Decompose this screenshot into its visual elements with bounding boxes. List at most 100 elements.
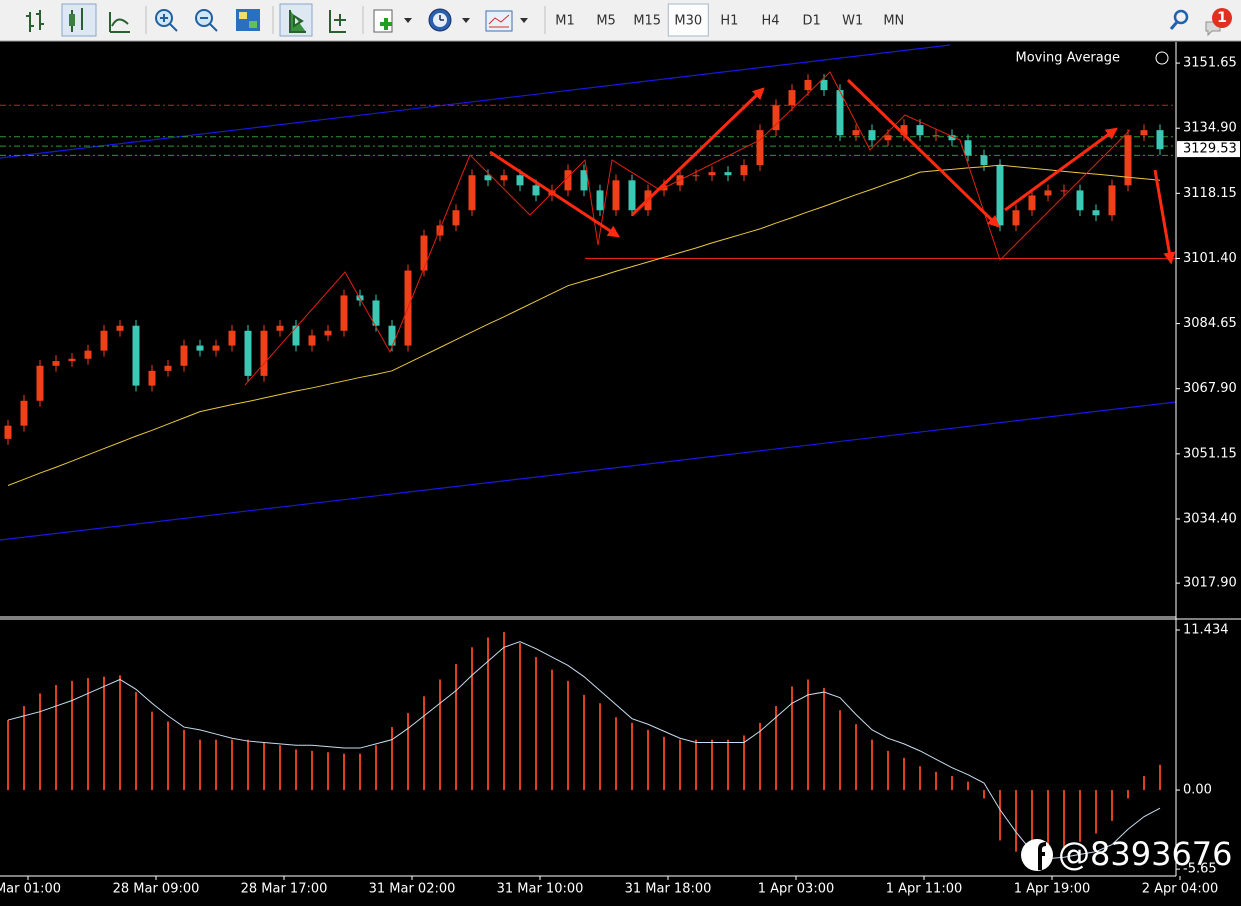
zigzag-line bbox=[244, 71, 1131, 386]
chart-shift-button[interactable] bbox=[329, 10, 346, 33]
templates-button[interactable] bbox=[485, 10, 528, 32]
x-tick-label: 31 Mar 02:00 bbox=[369, 882, 456, 897]
candle-body bbox=[20, 400, 28, 426]
trend-arrow bbox=[489, 150, 621, 238]
indicators-button[interactable] bbox=[373, 9, 412, 33]
candle-chart-button[interactable] bbox=[61, 3, 97, 37]
timeframe-button[interactable]: H4 bbox=[761, 14, 779, 29]
candle-body bbox=[324, 330, 332, 336]
line-chart-button[interactable] bbox=[109, 12, 130, 33]
candle-body bbox=[196, 345, 204, 351]
histogram-bar bbox=[103, 676, 105, 791]
bar-chart-button[interactable] bbox=[26, 10, 44, 32]
candle-body bbox=[340, 295, 348, 331]
zoom-out-button[interactable] bbox=[195, 9, 218, 32]
chart-type-icons[interactable] bbox=[26, 3, 130, 37]
x-tick-label: 1 Apr 19:00 bbox=[1014, 882, 1091, 897]
histogram-bar bbox=[375, 745, 377, 791]
candle-body bbox=[596, 190, 604, 211]
candle-body bbox=[500, 175, 508, 181]
histogram-bar bbox=[871, 739, 873, 791]
toolbar: M1 M5 M15 M30 H1 H4 D1 W1 MN 1 bbox=[0, 0, 1241, 42]
indicator-settings-icon[interactable] bbox=[1155, 51, 1169, 65]
candle-body bbox=[900, 125, 908, 136]
periods-button[interactable] bbox=[428, 8, 470, 32]
candle-body bbox=[116, 325, 124, 331]
search-button[interactable] bbox=[1169, 9, 1189, 30]
candle-body bbox=[996, 165, 1004, 226]
histogram-bar bbox=[279, 745, 281, 791]
candle-body bbox=[756, 130, 764, 166]
histogram-bar bbox=[87, 678, 89, 791]
tile-windows-button[interactable] bbox=[236, 9, 260, 31]
tile-icon-part bbox=[249, 21, 257, 28]
candle-body bbox=[292, 325, 300, 346]
channel-line-upper bbox=[0, 44, 951, 159]
histogram-bar bbox=[919, 766, 921, 791]
candle-body bbox=[564, 170, 572, 191]
histogram-bar bbox=[791, 686, 793, 791]
x-tick-label: 1 Apr 11:00 bbox=[886, 882, 963, 897]
candle-body bbox=[1044, 190, 1052, 196]
candle-body bbox=[4, 425, 12, 439]
search-icon bbox=[1173, 9, 1189, 25]
y-tick-label: 11.434 bbox=[1183, 623, 1229, 638]
timeframe-button[interactable]: M1 bbox=[555, 14, 575, 29]
histogram-bar bbox=[1063, 790, 1065, 849]
tile-icon-part bbox=[239, 12, 247, 19]
timeframe-button[interactable]: H1 bbox=[720, 14, 738, 29]
x-tick-label: 28 Mar 09:00 bbox=[113, 882, 200, 897]
timeframe-button[interactable]: M30 bbox=[674, 14, 702, 29]
histogram-bar bbox=[743, 735, 745, 791]
watermark-icon bbox=[1021, 839, 1053, 871]
x-tick-label: 1 Apr 03:00 bbox=[758, 882, 835, 897]
y-tick-label: 3067.90 bbox=[1183, 381, 1237, 396]
dropdown-arrow bbox=[520, 18, 528, 23]
histogram-bar bbox=[119, 675, 121, 791]
histogram-bar bbox=[231, 739, 233, 791]
histogram-bar bbox=[55, 685, 57, 791]
histogram-bar bbox=[583, 694, 585, 791]
indicator-label: Moving Average bbox=[1016, 51, 1120, 66]
histogram-bar bbox=[167, 721, 169, 791]
candle-body bbox=[180, 345, 188, 366]
timeframe-button[interactable]: M5 bbox=[596, 14, 616, 29]
x-tick-label: Mar 01:00 bbox=[0, 882, 61, 897]
histogram-bar bbox=[839, 710, 841, 791]
candle-body bbox=[1060, 190, 1068, 192]
histogram-bar bbox=[1015, 790, 1017, 852]
candle-body bbox=[532, 185, 540, 196]
zoom-in-button[interactable] bbox=[155, 9, 178, 32]
candle-body bbox=[628, 180, 636, 211]
histogram-bar bbox=[215, 739, 217, 791]
zoom-in-glyph bbox=[160, 14, 178, 32]
trend-arrow bbox=[1004, 127, 1118, 212]
histogram-bar bbox=[1127, 790, 1129, 799]
histogram-bar bbox=[999, 790, 1001, 841]
candle-body bbox=[692, 175, 700, 177]
histogram-bar bbox=[503, 631, 505, 791]
timeframe-button[interactable]: M15 bbox=[633, 14, 661, 29]
timeframe-button[interactable]: D1 bbox=[802, 14, 820, 29]
histogram-bar bbox=[759, 722, 761, 791]
candle-body bbox=[788, 90, 796, 106]
histogram-bar bbox=[151, 711, 153, 791]
histogram-bar bbox=[263, 742, 265, 791]
candle-body bbox=[1076, 190, 1084, 211]
candle-body bbox=[948, 135, 956, 141]
histogram-bar bbox=[391, 727, 393, 791]
notification-count: 1 bbox=[1217, 10, 1227, 26]
candle-body bbox=[932, 135, 940, 137]
notifications-button[interactable]: 1 bbox=[1205, 8, 1232, 37]
histogram-bar bbox=[775, 706, 777, 791]
timeframe-button[interactable]: MN bbox=[883, 14, 904, 29]
candle-body bbox=[1140, 130, 1148, 136]
x-tick-label: 28 Mar 17:00 bbox=[241, 882, 328, 897]
histogram-bar bbox=[1047, 790, 1049, 854]
timeframe-group: M1 M5 M15 M30 H1 H4 D1 W1 MN bbox=[555, 3, 904, 37]
candle-body bbox=[724, 172, 732, 176]
histogram-bar bbox=[135, 692, 137, 791]
candle-body bbox=[836, 90, 844, 136]
y-tick-label: 3101.40 bbox=[1183, 251, 1237, 266]
timeframe-button[interactable]: W1 bbox=[842, 14, 863, 29]
